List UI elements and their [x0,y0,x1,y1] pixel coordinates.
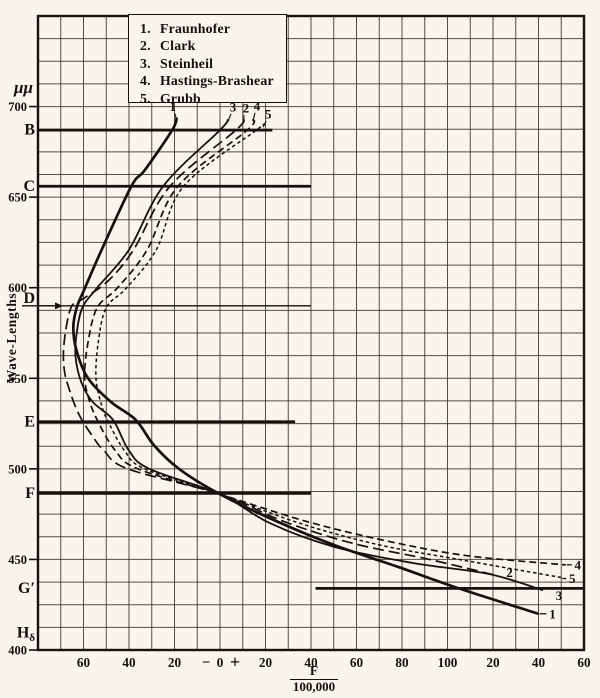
y-tick-label: 550 [8,372,27,386]
y-axis-title: Wave-Lengths [4,292,19,384]
x-tick-label: 60 [577,655,591,670]
x-tick-label: 100 [438,655,458,670]
x-axis-title-numerator: F [309,663,319,678]
spectral-label-Hδ: Hδ [17,624,35,644]
x-tick-label: 20 [168,655,182,670]
x-axis-title: F 100,000 [288,663,340,694]
y-tick-label: 500 [8,462,27,476]
x-tick-label: 80 [395,655,409,670]
legend-item-name: Clark [160,38,196,54]
spectral-label-D: D [23,290,35,307]
y-tick-label: 450 [8,553,27,567]
legend-item: 5. Grubb [140,90,282,107]
curve-top-label-4: 4 [254,98,261,113]
x-tick-label: 0 [217,655,224,670]
x-tick-label: 20 [486,655,500,670]
curve-bottom-label-2: 2 [506,565,513,580]
legend-item-number: 3. [140,55,151,71]
y-axis-unit: μμ [14,78,33,97]
legend-item: 3. Steinheil [140,55,282,72]
legend-item-name: Hastings-Brashear [160,73,274,89]
plot-border [36,14,586,652]
curve-1-fraunhofer [71,116,539,616]
x-tick-label: 40 [122,655,136,670]
x-tick-label: 60 [350,655,364,670]
legend-item-number: 4. [140,73,151,89]
d-line-arrow-head [55,302,63,310]
legend-item-number: 1. [140,21,151,36]
curve-top-leader-5 [262,120,267,128]
legend-item: 2. Clark [140,37,282,54]
legend-item-name: Fraunhofer [160,21,231,36]
x-zero-plus-label: + [230,652,240,672]
curve-4-hastings-brashear [83,118,566,566]
x-axis-title-denominator: 100,000 [292,679,336,694]
legend-item-name: Grubb [160,90,201,106]
y-tick-label: 600 [8,281,27,295]
curve-3-steinheil [74,118,544,592]
y-tick-label: 700 [8,100,27,114]
legend-item-number: 5. [140,90,151,106]
x-tick-label: 60 [77,655,91,670]
x-zero-minus-label: − [202,655,211,671]
legend-item-number: 2. [140,38,151,54]
legend-item: 1. Fraunhofer [140,20,282,37]
curve-bottom-label-5: 5 [569,571,576,586]
spectral-label-F: F [25,485,35,502]
curve-bottom-label-1: 1 [549,606,556,621]
curve-2-clark [62,118,498,577]
legend-item-name: Steinheil [160,55,214,71]
fraction-bar [290,679,338,680]
spectral-label-C: C [23,178,35,195]
curve-top-leader-4 [252,112,256,122]
x-tick-label: 20 [259,655,273,670]
legend-box: 1. Fraunhofer 2. Clark 3. Steinheil 4. H… [128,14,287,106]
curve-top-label-3: 3 [230,99,237,114]
curve-bottom-label-4: 4 [575,557,582,572]
curve-bottom-label-3: 3 [556,588,563,603]
y-tick-label: 400 [8,643,27,657]
x-tick-label: 40 [304,655,318,670]
x-tick-label: 40 [532,655,546,670]
spectral-label-G′: G′ [18,580,35,597]
curve-top-leader-3 [227,113,232,122]
curve-5-grubb [95,123,562,579]
spectral-label-B: B [24,122,35,139]
curve-top-label-5: 5 [265,107,272,122]
curve-top-leader-1 [174,113,178,121]
y-tick-label: 650 [8,191,27,205]
legend-item: 4. Hastings-Brashear [140,72,282,89]
curve-top-label-2: 2 [243,100,250,115]
spectral-label-E: E [24,413,35,430]
curve-top-label-1: 1 [170,99,177,114]
